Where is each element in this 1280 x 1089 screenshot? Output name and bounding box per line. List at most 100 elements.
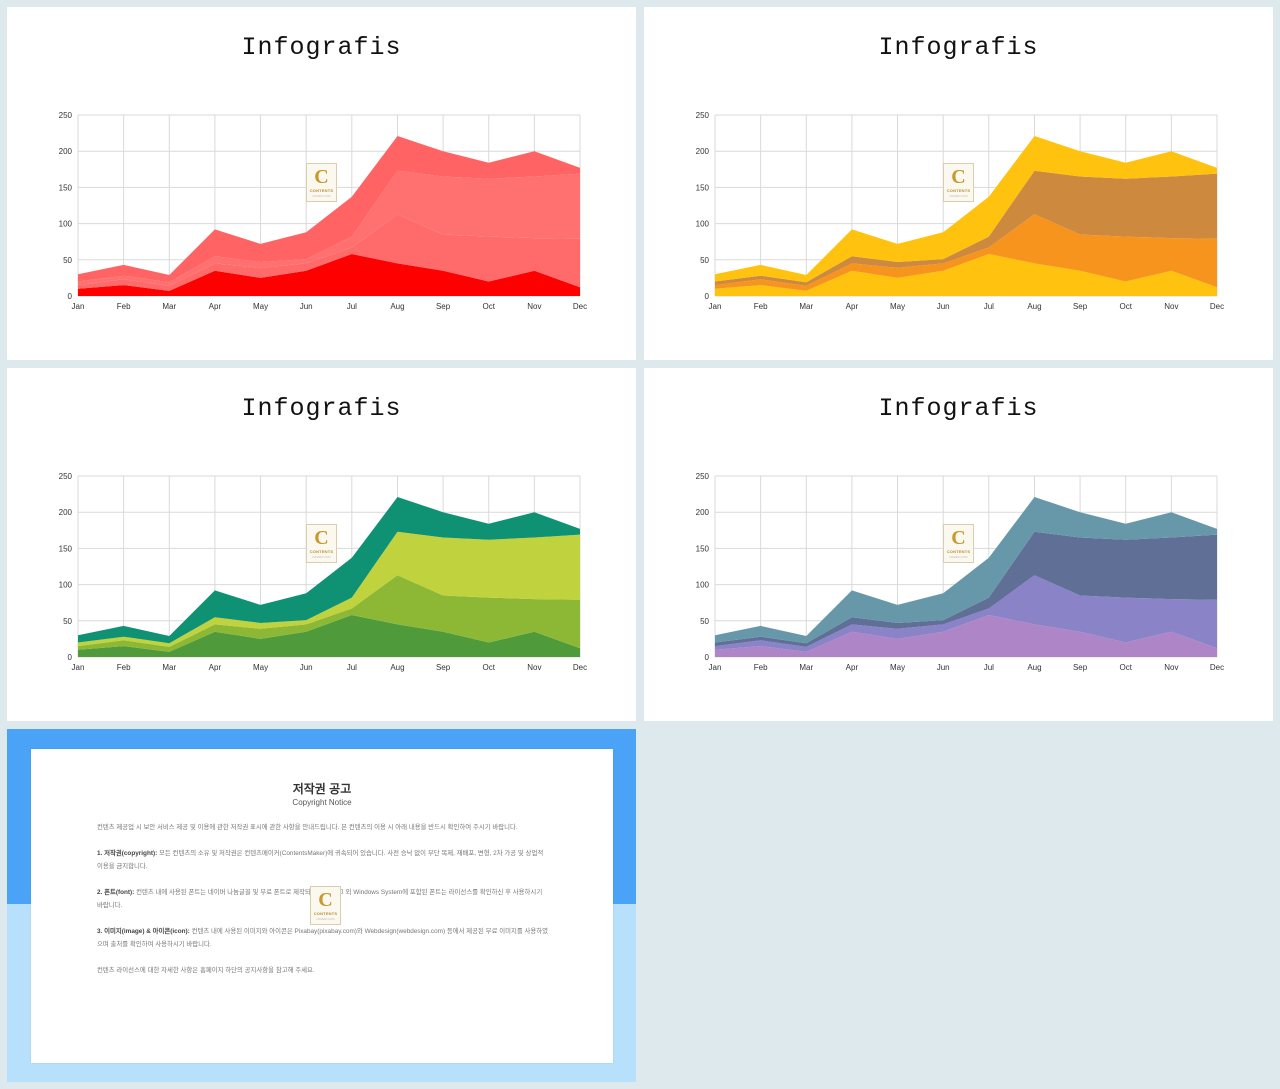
y-tick-label: 150 — [59, 183, 73, 192]
paragraph-heading: 2. 폰트(font): — [97, 889, 135, 896]
area-series-3 — [78, 531, 580, 647]
x-tick-label: Apr — [846, 663, 859, 672]
slide-title: Infografis — [241, 33, 402, 62]
area-series-1 — [715, 615, 1217, 657]
area-chart: 0 50 100 150 200 250 Jan Feb Mar Apr May Jun Jul Aug S… — [59, 111, 587, 311]
area-series-4 — [78, 136, 580, 283]
x-tick-label: Mar — [162, 302, 176, 311]
y-tick-label: 250 — [59, 472, 73, 481]
y-tick-label: 50 — [63, 617, 72, 626]
y-tick-label: 0 — [705, 292, 710, 301]
paragraph-text: 컨텐츠 내에 사용된 이미지와 아이콘은 Pixabay(pixabay.com… — [97, 928, 549, 948]
y-tick-label: 250 — [696, 472, 710, 481]
area-series-3 — [715, 531, 1217, 647]
x-tick-label: Apr — [209, 663, 222, 672]
logo-word: CONTENTS — [309, 549, 334, 554]
contents-logo: C CONTENTS NAVER.COM — [306, 163, 337, 202]
x-tick-label: Dec — [1210, 663, 1224, 672]
x-tick-label: Dec — [1210, 302, 1224, 311]
copyright-title: 저작권 공고 — [292, 782, 352, 796]
x-tick-label: Oct — [483, 302, 496, 311]
x-tick-label: Oct — [483, 663, 496, 672]
x-tick-label: Jun — [300, 302, 313, 311]
area-series-2 — [715, 214, 1217, 291]
area-series-3 — [715, 170, 1217, 286]
chart-slide-3: Infografis 0 50 100 150 200 250 Jan Feb Mar Apr Ma… — [7, 368, 636, 721]
y-tick-label: 250 — [59, 111, 73, 120]
x-tick-label: Feb — [754, 302, 768, 311]
x-tick-label: Jun — [937, 302, 950, 311]
paragraph-heading: 1. 저작권(copyright): — [97, 850, 158, 857]
x-tick-label: Aug — [1027, 663, 1041, 672]
x-tick-label: May — [253, 302, 268, 311]
x-tick-label: Mar — [799, 663, 813, 672]
x-tick-label: Jul — [984, 663, 994, 672]
area-chart: 0 50 100 150 200 250 Jan Feb Mar Apr May Jun Jul Aug S… — [696, 111, 1224, 311]
x-tick-label: Nov — [527, 663, 541, 672]
x-tick-label: Jul — [347, 302, 357, 311]
y-tick-label: 50 — [700, 256, 709, 265]
chart-slide-1: Infografis 0 50 100 150 200 250 Jan Feb Mar Apr Ma… — [7, 7, 636, 360]
logo-word: CONTENTS — [313, 911, 338, 916]
y-tick-label: 100 — [59, 220, 73, 229]
chart-slide-4: Infografis 0 50 100 150 200 250 Jan Feb Mar Apr Ma… — [644, 368, 1273, 721]
x-tick-label: Nov — [1164, 302, 1178, 311]
y-tick-label: 200 — [696, 508, 710, 517]
paragraph-text: 컨텐츠 제공업 시 보안 서비스 제공 및 이용에 관한 저작권 표시에 관한 … — [97, 824, 518, 831]
slide-title: Infografis — [241, 394, 402, 423]
slide-title: Infografis — [878, 33, 1039, 62]
copyright-paragraph: 1. 저작권(copyright): 모든 컨텐츠의 소유 및 저작권은 컨텐츠… — [97, 847, 549, 873]
area-series-3 — [78, 170, 580, 286]
logo-letter: C — [951, 166, 966, 188]
y-tick-label: 200 — [59, 147, 73, 156]
x-tick-label: Feb — [117, 663, 131, 672]
x-tick-label: Nov — [527, 302, 541, 311]
x-tick-label: Feb — [117, 302, 131, 311]
area-series-1 — [715, 254, 1217, 296]
x-tick-label: Apr — [846, 302, 859, 311]
area-series-4 — [715, 136, 1217, 283]
copyright-slide: 저작권 공고 Copyright Notice 컨텐츠 제공업 시 보안 서비스… — [7, 729, 636, 1082]
area-series-2 — [78, 575, 580, 652]
y-tick-label: 50 — [63, 256, 72, 265]
logo-word: CONTENTS — [946, 549, 971, 554]
y-tick-label: 250 — [696, 111, 710, 120]
x-tick-label: May — [890, 302, 905, 311]
x-tick-label: Jan — [72, 302, 85, 311]
logo-letter: C — [314, 166, 329, 188]
x-tick-label: Aug — [390, 302, 404, 311]
copyright-card: 저작권 공고 Copyright Notice 컨텐츠 제공업 시 보안 서비스… — [31, 749, 613, 1063]
x-tick-label: Oct — [1120, 302, 1133, 311]
x-tick-label: Jan — [709, 663, 722, 672]
y-tick-label: 0 — [705, 653, 710, 662]
x-tick-label: Aug — [390, 663, 404, 672]
y-tick-label: 150 — [59, 544, 73, 553]
logo-word: CONTENTS — [309, 188, 334, 193]
logo-sub: NAVER.COM — [949, 555, 968, 559]
logo-letter: C — [314, 527, 329, 549]
area-chart: 0 50 100 150 200 250 Jan Feb Mar Apr May Jun Jul Aug S… — [59, 472, 587, 672]
copyright-subtitle: Copyright Notice — [292, 798, 352, 807]
x-tick-label: Oct — [1120, 663, 1133, 672]
paragraph-text: 모든 컨텐츠의 소유 및 저작권은 컨텐츠메이커(ContentsMaker)에… — [97, 850, 544, 870]
logo-sub: NAVER.COM — [312, 555, 331, 559]
y-tick-label: 200 — [696, 147, 710, 156]
x-tick-label: Sep — [436, 302, 451, 311]
logo-letter: C — [318, 889, 333, 911]
paragraph-heading: 3. 이미지(image) & 아이콘(icon): — [97, 928, 190, 935]
x-tick-label: May — [890, 663, 905, 672]
logo-sub: NAVER.COM — [316, 917, 335, 921]
copyright-paragraph: 3. 이미지(image) & 아이콘(icon): 컨텐츠 내에 사용된 이미… — [97, 925, 549, 951]
contents-logo: C CONTENTS NAVER.COM — [943, 524, 974, 563]
x-tick-label: Sep — [1073, 302, 1088, 311]
area-chart: 0 50 100 150 200 250 Jan Feb Mar Apr May Jun Jul Aug S… — [696, 472, 1224, 672]
area-series-2 — [78, 214, 580, 291]
x-tick-label: Jul — [984, 302, 994, 311]
contents-logo: C CONTENTS NAVER.COM — [306, 524, 337, 563]
y-tick-label: 100 — [696, 220, 710, 229]
y-tick-label: 0 — [68, 653, 73, 662]
y-tick-label: 0 — [68, 292, 73, 301]
x-tick-label: Jun — [300, 663, 313, 672]
area-series-1 — [78, 254, 580, 296]
contents-logo: C CONTENTS NAVER.COM — [310, 886, 341, 925]
